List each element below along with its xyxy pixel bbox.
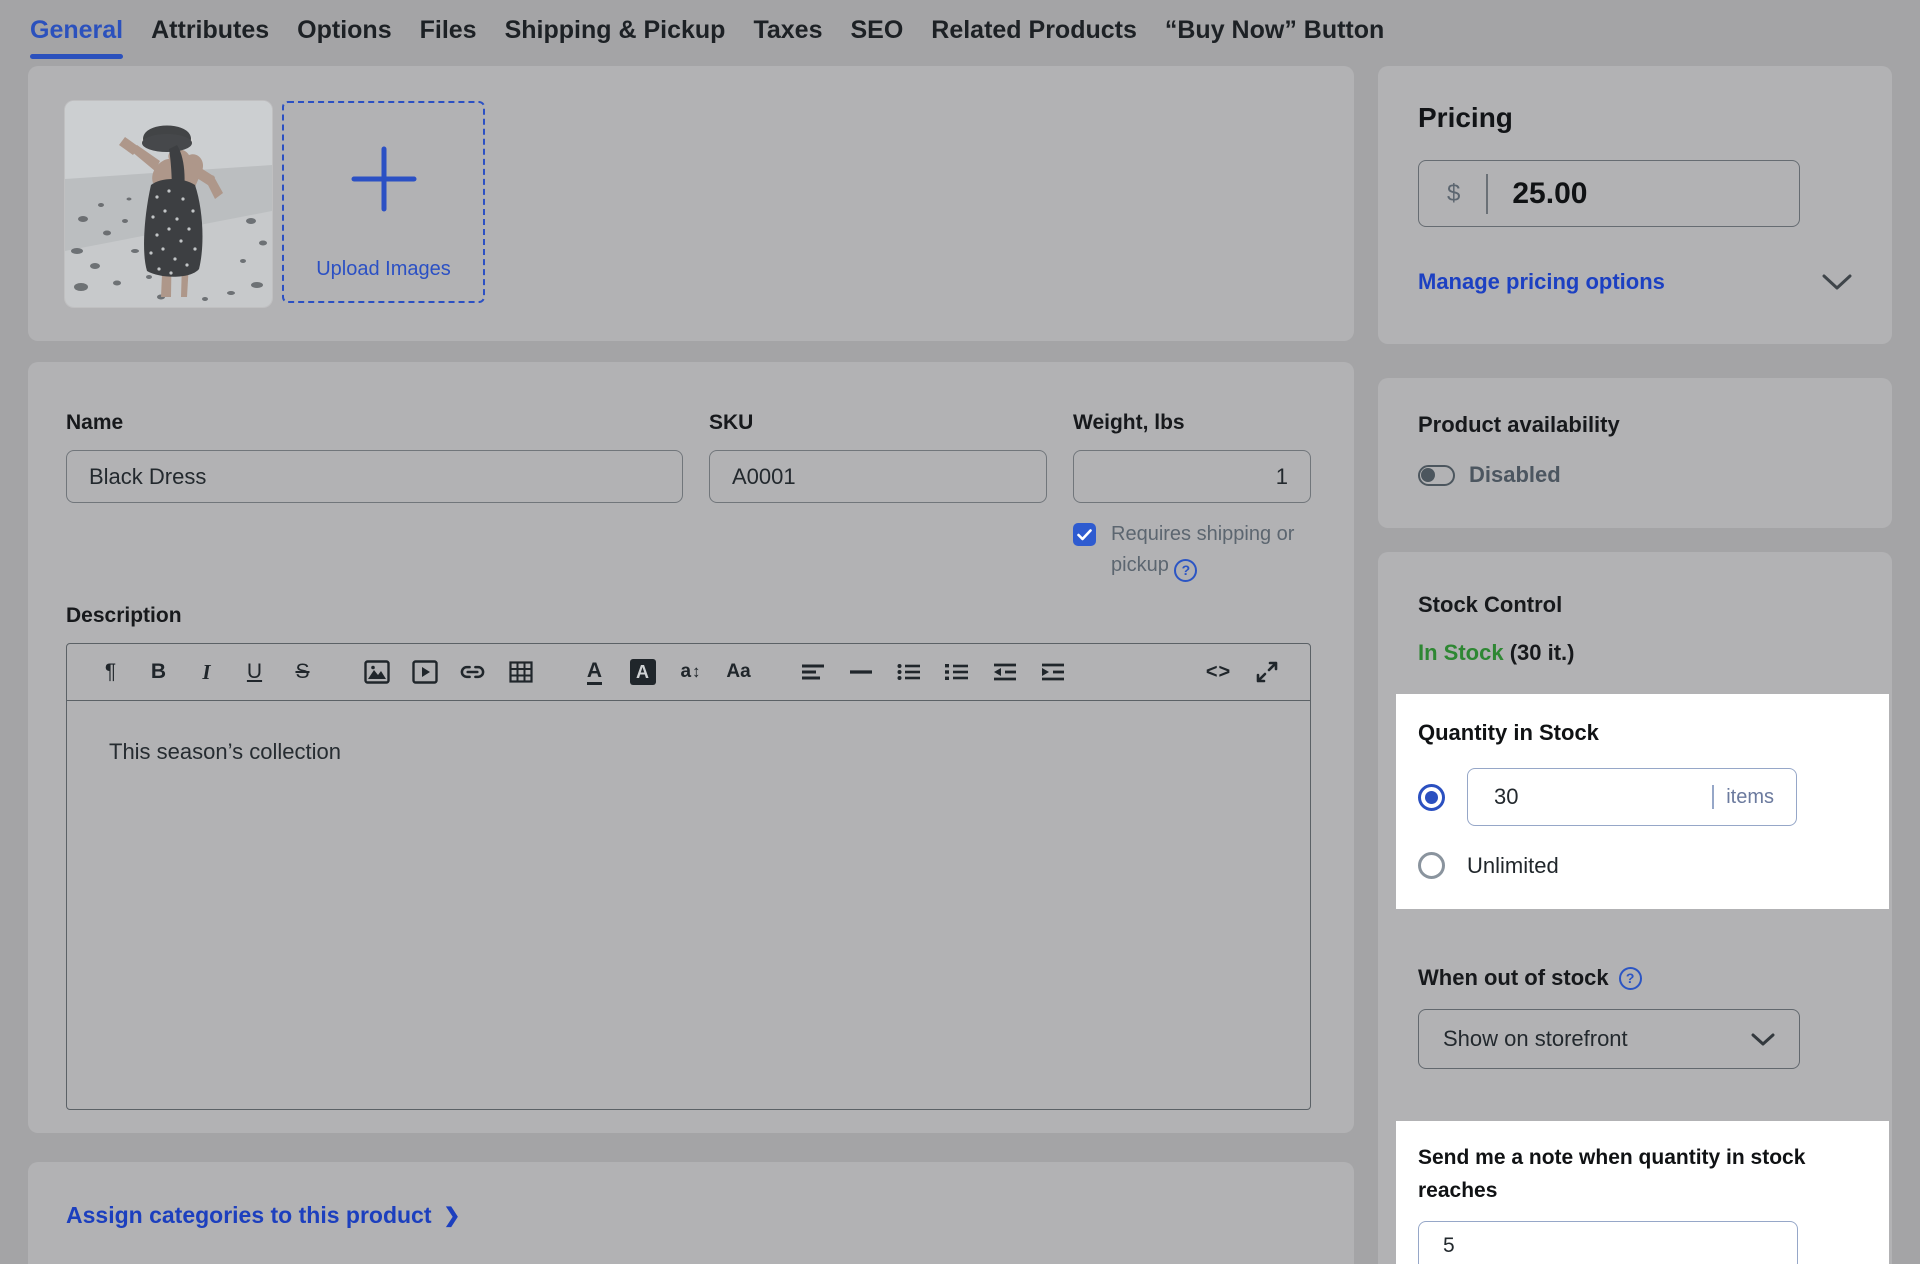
tab-attributes[interactable]: Attributes — [151, 16, 270, 44]
assign-categories-link[interactable]: Assign categories to this product ❯ — [66, 1202, 460, 1229]
text-color-icon[interactable]: A — [586, 660, 603, 685]
checkmark-icon — [1077, 528, 1092, 540]
availability-title: Product availability — [1418, 412, 1620, 437]
editor-toolbar: ¶ B I U S — [67, 644, 1310, 701]
source-code-icon[interactable]: <> — [1205, 660, 1232, 683]
quantity-field[interactable]: 30 items — [1467, 768, 1797, 826]
quantity-unit: items — [1726, 785, 1774, 808]
in-stock-label: In Stock — [1418, 640, 1504, 665]
categories-card: Assign categories to this product ❯ — [28, 1162, 1354, 1264]
out-of-stock-help-icon[interactable]: ? — [1618, 966, 1642, 990]
font-size-letter: a — [680, 661, 692, 682]
font-size-icon[interactable]: a ↕ — [677, 657, 704, 687]
font-size-arrow: ↕ — [692, 662, 701, 681]
quantity-highlight-box: Quantity in Stock 30 items Unlimited — [1396, 694, 1889, 909]
availability-toggle[interactable] — [1418, 464, 1455, 486]
stock-control-title: Stock Control — [1418, 592, 1563, 617]
product-details-card: Name SKU Weight, lbs — [28, 362, 1354, 1133]
out-of-stock-selected: Show on storefront — [1443, 1026, 1628, 1051]
product-photo-thumbnail[interactable] — [65, 101, 272, 307]
bullet-list-icon[interactable] — [895, 657, 922, 687]
name-input[interactable] — [66, 450, 683, 503]
tab-buy-now-button[interactable]: “Buy Now” Button — [1164, 16, 1385, 44]
underline-icon[interactable]: U — [246, 660, 263, 683]
radio-dot — [1425, 790, 1438, 804]
limited-quantity-radio[interactable] — [1418, 783, 1445, 811]
paragraph-icon[interactable]: ¶ — [104, 660, 117, 683]
shipping-help-icon[interactable]: ? — [1174, 559, 1198, 582]
toggle-knob — [1421, 467, 1435, 482]
insert-image-icon[interactable] — [363, 657, 390, 687]
price-value[interactable]: 25.00 — [1512, 176, 1588, 210]
pricing-card: Pricing $ 25.00 Manage pricing options — [1378, 66, 1892, 344]
description-label: Description — [66, 604, 182, 627]
availability-card: Product availability Disabled — [1378, 378, 1892, 528]
chevron-down-icon — [1751, 1033, 1775, 1045]
tab-options[interactable]: Options — [297, 16, 392, 44]
horizontal-rule-icon[interactable] — [847, 657, 874, 687]
low-stock-threshold-input[interactable] — [1418, 1221, 1798, 1264]
font-case-icon[interactable]: Aa — [726, 661, 751, 682]
stock-status: In Stock (30 it.) — [1418, 640, 1852, 666]
availability-state-label: Disabled — [1469, 462, 1561, 487]
out-of-stock-label: When out of stock ? — [1418, 965, 1852, 991]
numbered-list-icon[interactable] — [943, 657, 970, 687]
black-dress-photo — [65, 101, 272, 307]
out-of-stock-dropdown[interactable]: Show on storefront — [1418, 1009, 1800, 1069]
unlimited-label: Unlimited — [1467, 852, 1559, 878]
plus-icon — [351, 146, 416, 212]
upload-images-dropzone[interactable]: Upload Images — [282, 101, 485, 303]
indent-icon[interactable] — [1039, 657, 1066, 687]
quantity-title: Quantity in Stock — [1418, 720, 1599, 745]
fullscreen-icon[interactable] — [1253, 657, 1280, 687]
product-tabs: General Attributes Options Files Shippin… — [0, 0, 1920, 59]
requires-shipping-checkbox[interactable] — [1073, 523, 1096, 546]
insert-link-icon[interactable] — [459, 657, 486, 687]
sku-input[interactable] — [709, 450, 1047, 503]
tab-general[interactable]: General — [30, 16, 123, 59]
upload-images-label: Upload Images — [316, 258, 451, 280]
price-field[interactable]: $ 25.00 — [1418, 160, 1800, 227]
weight-label: Weight, lbs — [1073, 411, 1185, 434]
pricing-title: Pricing — [1418, 102, 1513, 133]
chevron-down-icon[interactable] — [1822, 274, 1852, 290]
tab-taxes[interactable]: Taxes — [753, 16, 823, 44]
requires-shipping-label: Requires shipping or pickup ? — [1111, 519, 1311, 582]
insert-table-icon[interactable] — [507, 657, 534, 687]
stock-count: (30 it.) — [1509, 640, 1575, 665]
align-icon[interactable] — [799, 657, 826, 687]
assign-categories-label: Assign categories to this product — [66, 1202, 432, 1228]
italic-icon[interactable]: I — [202, 659, 211, 684]
chevron-right-icon: ❯ — [443, 1205, 461, 1227]
quantity-value[interactable]: 30 — [1494, 784, 1519, 809]
currency-symbol: $ — [1447, 179, 1461, 207]
name-label: Name — [66, 411, 124, 434]
description-editor: ¶ B I U S — [66, 643, 1311, 1110]
tab-files[interactable]: Files — [419, 16, 477, 44]
quantity-divider — [1712, 785, 1715, 809]
unlimited-radio[interactable] — [1418, 852, 1445, 879]
bold-icon[interactable]: B — [150, 660, 167, 683]
requires-shipping-text: Requires shipping or pickup — [1111, 523, 1295, 576]
stock-control-card: Stock Control In Stock (30 it.) Quantity… — [1378, 552, 1892, 1264]
low-stock-note-highlight-box: Send me a note when quantity in stock re… — [1396, 1121, 1889, 1264]
product-images-card: Upload Images — [28, 66, 1354, 341]
highlight-color-icon[interactable]: A — [629, 659, 656, 685]
outdent-icon[interactable] — [991, 657, 1018, 687]
tab-seo[interactable]: SEO — [850, 16, 904, 44]
low-stock-note-label: Send me a note when quantity in stock re… — [1418, 1146, 1806, 1202]
insert-video-icon[interactable] — [411, 657, 438, 687]
tab-shipping-pickup[interactable]: Shipping & Pickup — [504, 16, 726, 44]
tab-related-products[interactable]: Related Products — [931, 16, 1137, 44]
sku-label: SKU — [709, 411, 754, 434]
out-of-stock-text: When out of stock — [1418, 965, 1609, 990]
strikethrough-icon[interactable]: S — [295, 660, 310, 683]
weight-input[interactable] — [1073, 450, 1311, 503]
manage-pricing-link[interactable]: Manage pricing options — [1418, 269, 1665, 294]
price-divider — [1486, 173, 1489, 214]
description-content[interactable]: This season’s collection — [109, 739, 341, 764]
